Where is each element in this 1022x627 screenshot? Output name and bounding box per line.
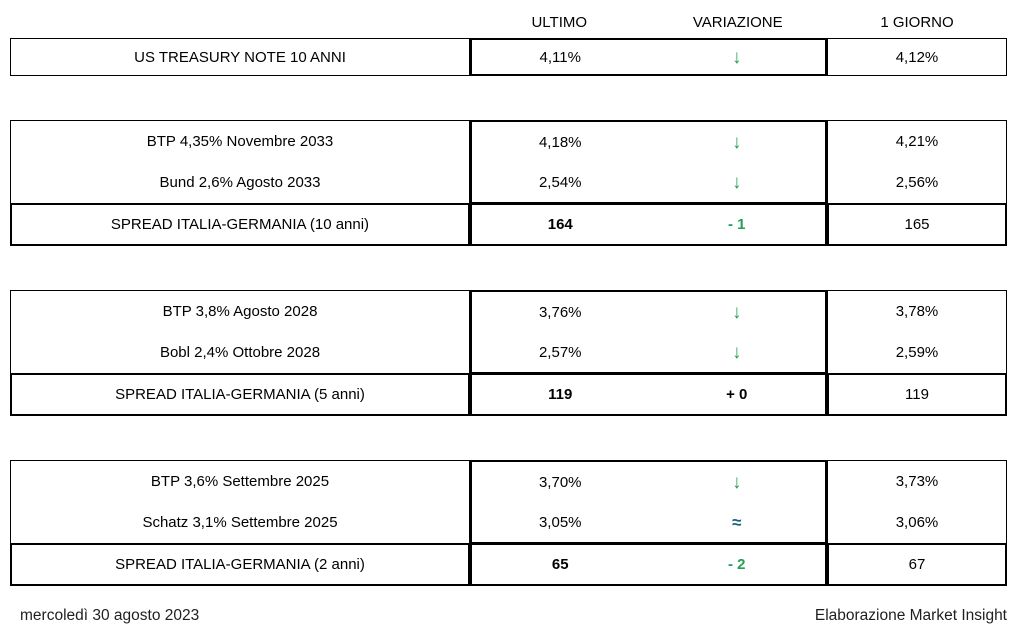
down-arrow-icon: ↓ [732, 471, 742, 493]
column-headers: ULTIMO VARIAZIONE 1 GIORNO [10, 7, 1007, 38]
ultimo-value: 3,76% [538, 303, 582, 321]
spread-label: SPREAD ITALIA-GERMANIA (5 anni) [10, 373, 470, 416]
down-arrow-icon: ↓ [732, 131, 742, 153]
bonds-2y-rows: BTP 3,6% Settembre 2025 Schatz 3,1% Sett… [10, 460, 1007, 544]
spread-row-10y: SPREAD ITALIA-GERMANIA (10 anni) 164 - 1… [10, 203, 1007, 246]
instrument-label: US TREASURY NOTE 10 ANNI [10, 38, 470, 76]
instrument-label: BTP 3,8% Agosto 2028 [162, 303, 318, 320]
ultimo-value: 4,11% [539, 48, 581, 66]
one-day-value: 3,06% [895, 514, 939, 531]
down-arrow-icon: ↓ [732, 171, 742, 193]
one-day-value: 2,59% [895, 344, 939, 361]
instrument-label: Bobl 2,4% Ottobre 2028 [159, 344, 321, 361]
down-arrow-icon: ↓ [732, 46, 742, 68]
spread-ultimo-value: 119 [548, 386, 573, 403]
instrument-label: Bund 2,6% Agosto 2033 [159, 174, 321, 191]
spread-one-day-value: 67 [827, 543, 1007, 586]
report-date: mercoledì 30 agosto 2023 [20, 607, 200, 624]
spread-variazione-value: - 2 [727, 556, 746, 573]
column-header-variazione: VARIAZIONE [692, 14, 783, 31]
footer: mercoledì 30 agosto 2023 Elaborazione Ma… [10, 607, 1007, 625]
spread-ultimo-value: 164 [547, 216, 573, 233]
bonds-5y-rows: BTP 3,8% Agosto 2028 Bobl 2,4% Ottobre 2… [10, 290, 1007, 374]
ultimo-value: 2,57% [538, 343, 582, 361]
column-header-ultimo: ULTIMO [531, 14, 588, 31]
ultimo-value: 3,05% [538, 513, 582, 531]
spread-label: SPREAD ITALIA-GERMANIA (2 anni) [10, 543, 470, 586]
instrument-label: Schatz 3,1% Settembre 2025 [142, 514, 338, 531]
us-treasury-row: US TREASURY NOTE 10 ANNI 4,11% ↓ 4,12% [10, 38, 1007, 76]
ultimo-value: 2,54% [538, 173, 582, 191]
spread-label: SPREAD ITALIA-GERMANIA (10 anni) [10, 203, 470, 246]
approx-equal-icon: ≈ [732, 512, 742, 532]
spread-row-2y: SPREAD ITALIA-GERMANIA (2 anni) 65 - 2 6… [10, 543, 1007, 586]
spread-one-day-value: 165 [827, 203, 1007, 246]
ultimo-value: 4,18% [538, 133, 582, 151]
spread-row-5y: SPREAD ITALIA-GERMANIA (5 anni) 119 + 0 … [10, 373, 1007, 416]
one-day-value: 2,56% [895, 174, 939, 191]
source-credit: Elaborazione Market Insight [814, 607, 1007, 624]
column-header-1giorno: 1 GIORNO [880, 14, 954, 31]
one-day-value: 3,73% [895, 473, 939, 490]
bonds-10y-rows: BTP 4,35% Novembre 2033 Bund 2,6% Agosto… [10, 120, 1007, 204]
spacer [10, 76, 1007, 120]
spread-ultimo-value: 65 [551, 556, 569, 573]
one-day-value: 3,78% [895, 303, 939, 320]
instrument-label: BTP 3,6% Settembre 2025 [150, 473, 330, 490]
spread-variazione-value: - 1 [727, 216, 746, 233]
instrument-label: BTP 4,35% Novembre 2033 [146, 133, 334, 150]
down-arrow-icon: ↓ [732, 341, 742, 363]
spread-one-day-value: 119 [827, 373, 1007, 416]
ultimo-value: 3,70% [538, 473, 582, 491]
one-day-value: 4,21% [895, 133, 939, 150]
spread-variazione-value: + 0 [726, 386, 748, 403]
spacer [10, 246, 1007, 290]
down-arrow-icon: ↓ [732, 301, 742, 323]
spacer [10, 416, 1007, 460]
one-day-value: 4,12% [827, 38, 1007, 76]
